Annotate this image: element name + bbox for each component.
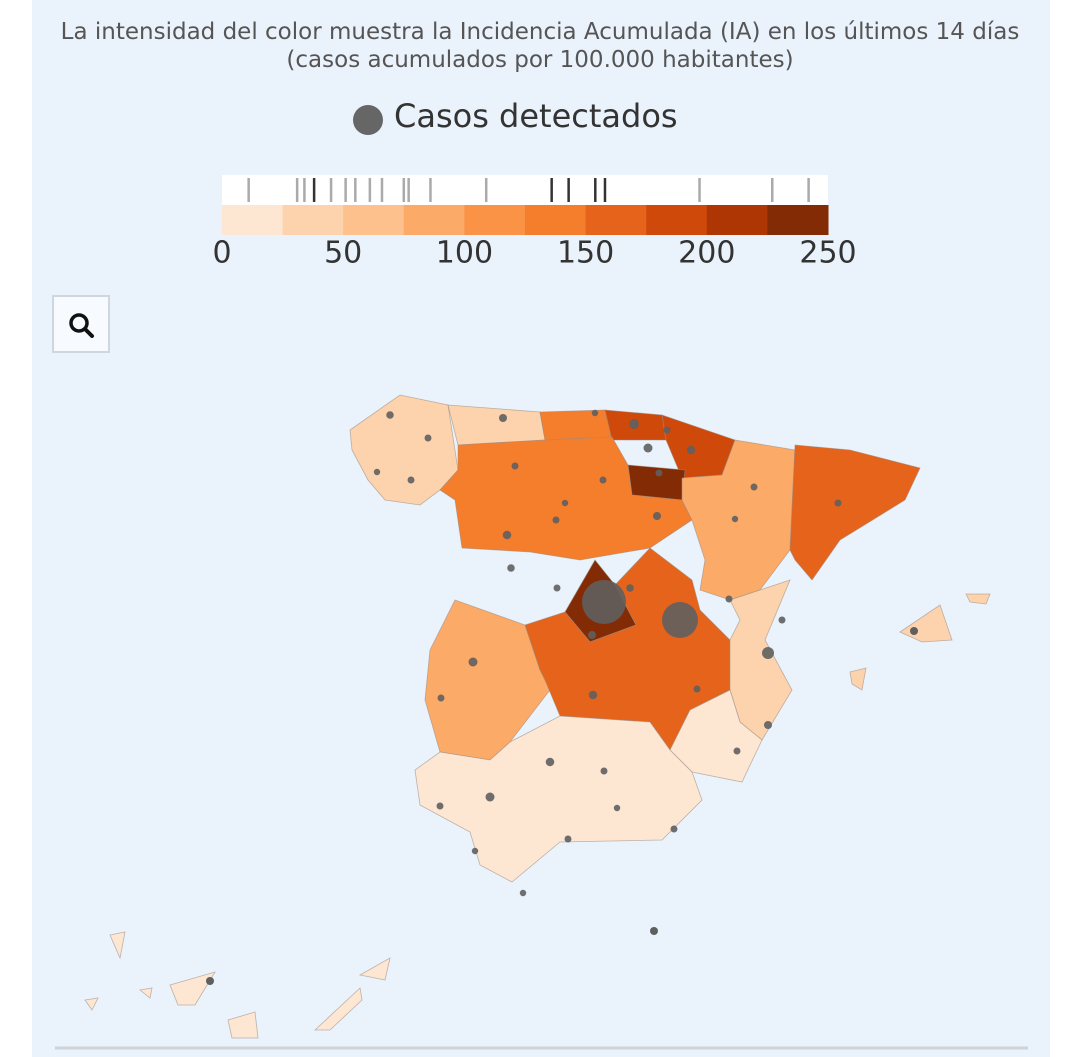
case-bubble (502, 530, 512, 540)
scale-tick-label: 100 (436, 236, 493, 271)
region (729, 579, 793, 741)
case-bubble (437, 694, 445, 702)
case-bubble (662, 602, 698, 638)
case-bubble (600, 767, 608, 775)
case-bubble (613, 804, 621, 812)
case-bubble (670, 825, 678, 833)
case-bubble (386, 411, 394, 419)
region (313, 987, 363, 1031)
case-bubble (778, 616, 786, 624)
case-bubble (655, 469, 663, 477)
case-bubble-extra (910, 627, 918, 635)
case-bubble (545, 757, 555, 767)
scale-bin (403, 205, 465, 235)
case-bubble (424, 434, 432, 442)
case-bubble (626, 584, 634, 592)
case-bubble (763, 720, 773, 730)
case-bubble (750, 483, 758, 491)
region (439, 436, 693, 561)
case-bubble (582, 580, 626, 624)
region (849, 667, 867, 691)
scale-tick-label: 150 (557, 236, 614, 271)
case-bubble (407, 476, 415, 484)
case-bubble (587, 630, 597, 640)
scale-bin (585, 205, 647, 235)
region (84, 997, 99, 1011)
scale-bin (282, 205, 344, 235)
case-bubble (725, 595, 733, 603)
case-bubble (564, 835, 572, 843)
region (447, 404, 546, 446)
scale-bin (464, 205, 526, 235)
scale-tick-label: 250 (799, 236, 856, 271)
case-bubble (553, 584, 561, 592)
case-bubble (436, 802, 444, 810)
search-icon (69, 313, 94, 338)
case-bubble (599, 476, 607, 484)
scale-tick-label: 200 (678, 236, 735, 271)
case-bubble (511, 462, 519, 470)
case-bubble (468, 657, 478, 667)
scale-bin (343, 205, 405, 235)
region (539, 409, 613, 441)
case-bubble (652, 511, 662, 521)
scale-bin (525, 205, 587, 235)
region (109, 931, 126, 960)
region (139, 987, 153, 999)
region (899, 604, 953, 643)
scale-tick-label: 50 (324, 236, 362, 271)
scale-tick-label: 0 (212, 236, 231, 271)
case-bubble (834, 499, 842, 507)
region (789, 444, 921, 581)
case-bubble (733, 747, 741, 755)
scale-bin (767, 205, 829, 235)
case-bubble (629, 419, 639, 429)
case-bubble (485, 792, 495, 802)
regions (84, 394, 991, 1039)
case-bubble-extra (206, 977, 214, 985)
title: La intensidad del color muestra la Incid… (60, 19, 1020, 73)
region (358, 957, 391, 981)
scale-bin (222, 205, 284, 235)
case-bubble (686, 445, 696, 455)
case-bubble (471, 847, 479, 855)
scale-bin (706, 205, 768, 235)
case-bubble (761, 646, 775, 660)
case-bubble (693, 685, 701, 693)
case-bubble (552, 516, 560, 524)
region (965, 593, 991, 605)
region (414, 715, 703, 883)
rug-band (222, 175, 828, 205)
case-bubble (663, 426, 671, 434)
region (227, 1011, 259, 1039)
case-bubble (519, 889, 527, 897)
region (169, 971, 216, 1006)
case-bubble (591, 409, 599, 417)
legend-label: Casos detectados (394, 97, 678, 135)
zoom-button[interactable] (52, 295, 110, 353)
case-bubble (561, 499, 569, 507)
case-bubble (643, 443, 653, 453)
region (349, 394, 459, 506)
scale-bin (646, 205, 708, 235)
legend-symbol (353, 105, 383, 135)
case-bubble (373, 468, 381, 476)
case-bubble (588, 690, 598, 700)
case-bubble (498, 413, 508, 423)
case-bubble (507, 564, 515, 572)
region (627, 464, 686, 501)
case-bubble (731, 515, 739, 523)
case-bubble-extra (650, 927, 658, 935)
